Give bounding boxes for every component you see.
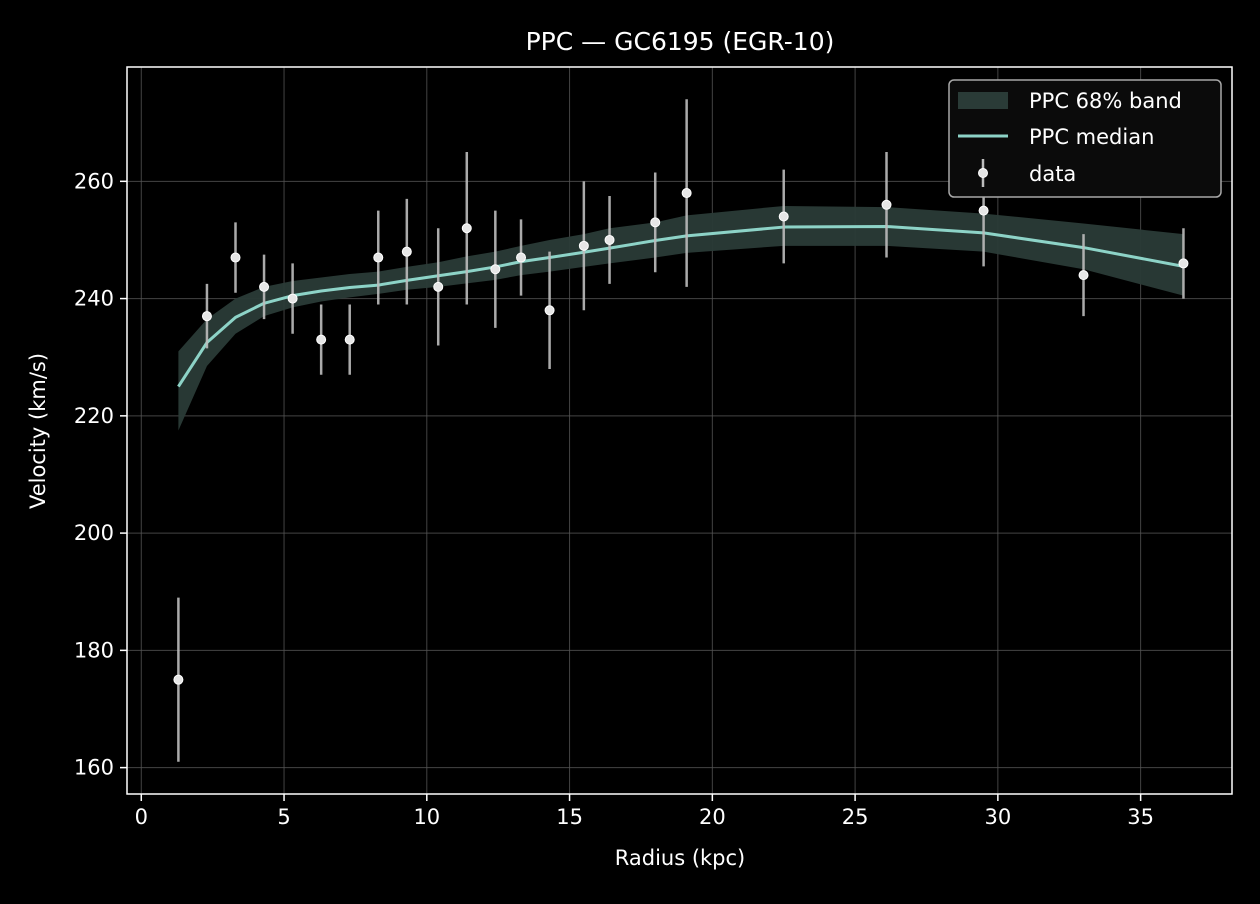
legend-frame (948, 79, 1222, 198)
data-point (259, 281, 270, 292)
data-point (316, 334, 327, 345)
data-point (373, 252, 384, 263)
data-point (287, 293, 298, 304)
legend-median-label: PPC median (1029, 125, 1154, 149)
x-tick-label: 35 (1127, 805, 1154, 829)
data-point (344, 334, 355, 345)
y-tick-label: 160 (74, 756, 114, 780)
x-tick-label: 0 (135, 805, 148, 829)
ppc-68-band (178, 205, 1184, 431)
y-tick-label: 180 (74, 638, 114, 662)
data-point (650, 217, 661, 228)
data-point (516, 252, 527, 263)
data-point (1078, 270, 1089, 281)
ppc-band-layer (178, 205, 1184, 431)
data-point (681, 188, 692, 199)
plot-frame (126, 66, 1233, 795)
legend-data-label: data (1029, 162, 1076, 186)
data-point (201, 311, 212, 322)
x-tick-label: 10 (413, 805, 440, 829)
data-point (433, 281, 444, 292)
data-point (604, 234, 615, 245)
data-point (173, 674, 184, 685)
axes (126, 66, 1233, 795)
data-point (881, 199, 892, 210)
x-tick-label: 25 (842, 805, 869, 829)
y-tick-label: 200 (74, 521, 114, 545)
legend: PPC 68% band PPC median data (948, 79, 1222, 198)
data-point (778, 211, 789, 222)
x-tick-label: 30 (984, 805, 1011, 829)
data-point (230, 252, 241, 263)
y-tick-label: 260 (74, 169, 114, 193)
data-point (544, 305, 555, 316)
x-tick-label: 15 (556, 805, 583, 829)
legend-band-swatch (958, 92, 1008, 109)
y-axis-label: Velocity (km/s) (26, 353, 50, 509)
data-point (978, 205, 989, 216)
x-axis-label: Radius (kpc) (615, 846, 746, 870)
data-point (578, 240, 589, 251)
ticks: 0 5 10 15 20 25 30 35 160 180 200 220 240 260 (74, 169, 1154, 829)
y-tick-label: 240 (74, 287, 114, 311)
legend-band-label: PPC 68% band (1029, 89, 1182, 113)
data-point (1178, 258, 1189, 269)
data-points-layer (173, 99, 1189, 762)
data-point (401, 246, 412, 257)
data-point (461, 223, 472, 234)
x-tick-label: 5 (277, 805, 290, 829)
chart-title: PPC — GC6195 (EGR-10) (526, 27, 835, 56)
legend-data-swatch-marker (978, 168, 988, 178)
data-point (490, 264, 501, 275)
y-tick-label: 220 (74, 404, 114, 428)
x-tick-label: 20 (699, 805, 726, 829)
